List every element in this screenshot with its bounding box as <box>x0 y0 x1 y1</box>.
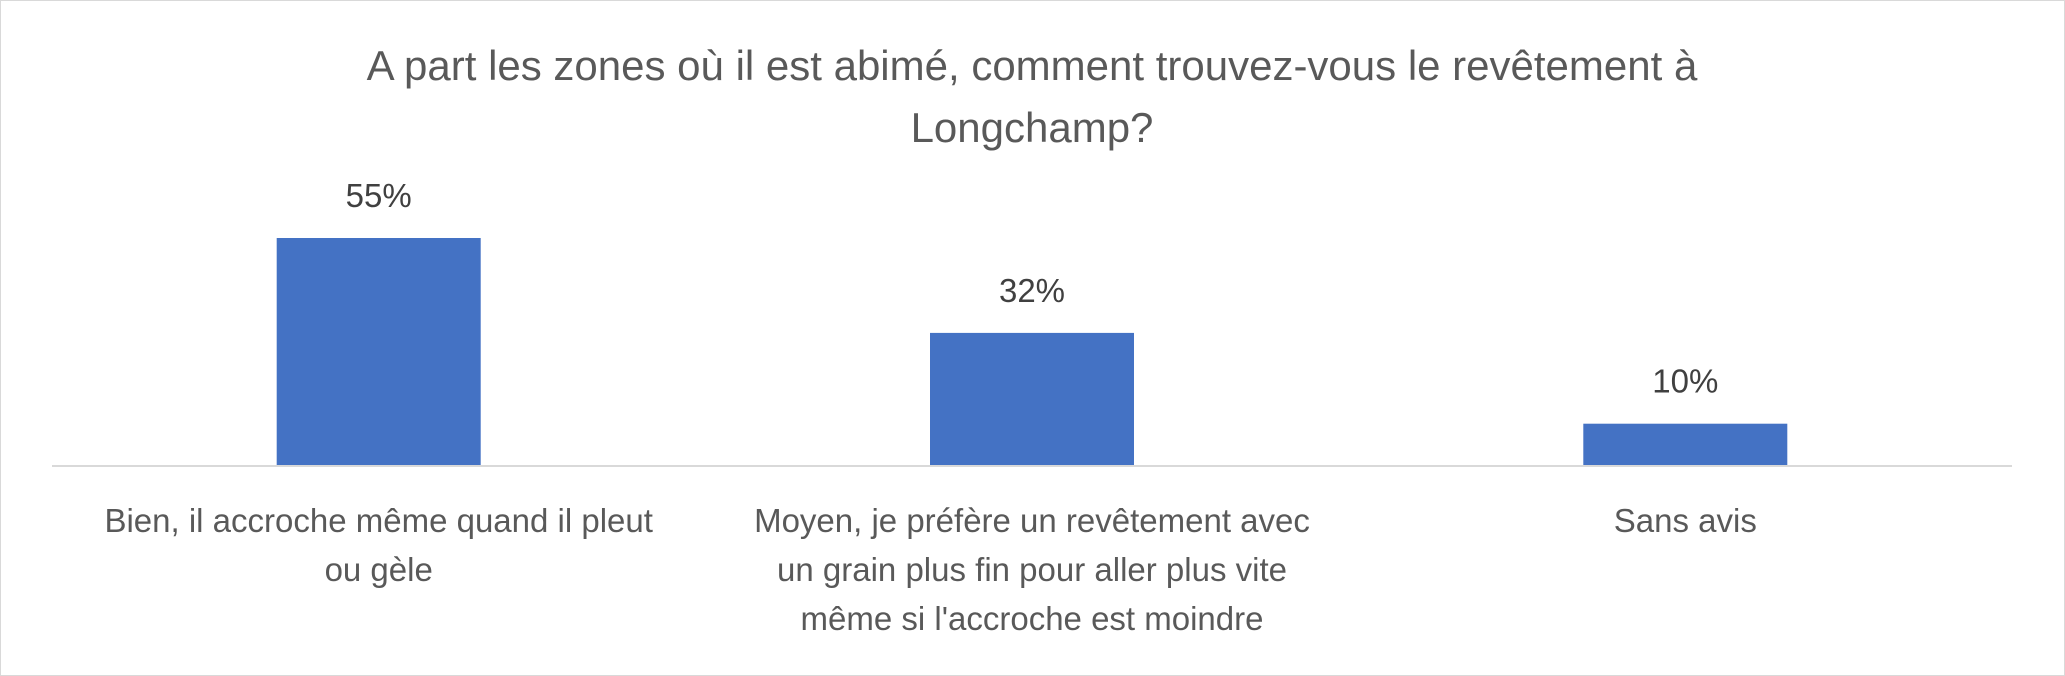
category-label-1: Bien, il accroche même quand il pleut ou … <box>104 502 652 588</box>
category-label-2-line-1: Moyen, je préfère un revêtement avec <box>754 502 1310 539</box>
bar-3 <box>1583 423 1788 465</box>
bar-series <box>276 238 1788 465</box>
category-labels: Bien, il accroche même quand il pleut ou … <box>104 502 1756 637</box>
chart-title-line-1: A part les zones où il est abimé, commen… <box>367 42 1698 89</box>
data-label-3: 10% <box>1652 363 1718 400</box>
category-label-2: Moyen, je préfère un revêtement avec un g… <box>754 502 1310 637</box>
category-label-3: Sans avis <box>1614 502 1757 539</box>
category-label-2-line-3: même si l'accroche est moindre <box>801 600 1264 637</box>
chart-title-line-2: Longchamp? <box>911 104 1154 151</box>
chart-title: A part les zones où il est abimé, commen… <box>367 42 1698 151</box>
bar-2 <box>930 332 1134 465</box>
category-label-1-line-2: ou gèle <box>325 551 433 588</box>
bar-1 <box>276 238 481 465</box>
category-label-2-line-2: un grain plus fin pour aller plus vite <box>777 551 1287 588</box>
category-label-1-line-1: Bien, il accroche même quand il pleut <box>104 502 652 539</box>
category-label-3-line-1: Sans avis <box>1614 502 1757 539</box>
data-label-1: 55% <box>346 177 412 214</box>
data-labels: 55% 32% 10% <box>346 177 1719 400</box>
data-label-2: 32% <box>999 272 1065 309</box>
